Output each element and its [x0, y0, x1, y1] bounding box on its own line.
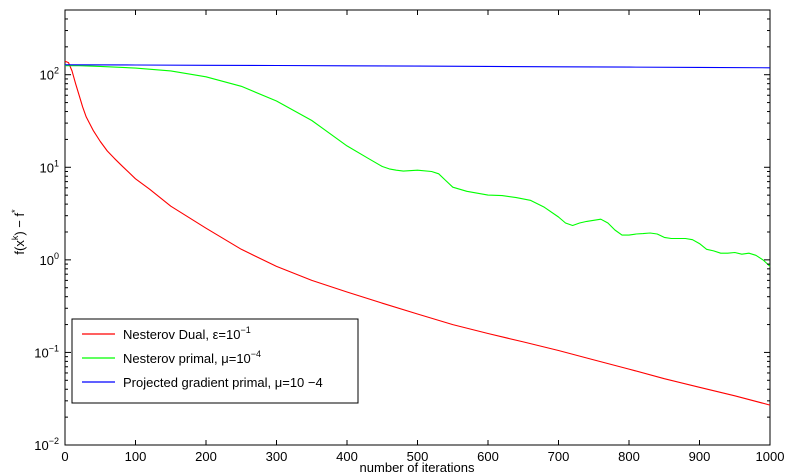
x-tick-label: 200 — [195, 449, 217, 464]
y-tick-label: 10−1 — [34, 343, 59, 360]
series-layer — [64, 60, 771, 406]
legend: Nesterov Dual, ε=10−1 Nesterov primal, μ=… — [71, 318, 359, 404]
legend-entry-label: Nesterov primal, μ=10−4 — [123, 349, 261, 366]
x-tick-label: 700 — [548, 449, 570, 464]
legend-box — [71, 318, 359, 404]
x-tick-label: 300 — [266, 449, 288, 464]
legend-entry-label: Nesterov Dual, ε=10−1 — [123, 325, 251, 342]
x-tick-label: 0 — [61, 449, 68, 464]
legend-entry-label: Projected gradient primal, μ=10 −4 — [123, 375, 323, 390]
y-tick-label: 100 — [40, 251, 59, 268]
y-axis-label-star: * — [10, 209, 20, 213]
y-axis-label-mid: ) − f — [12, 213, 27, 236]
y-axis-label-k: k — [10, 235, 20, 240]
x-tick-label: 800 — [618, 449, 640, 464]
x-axis-ticks: 0 100 200 300 400 500 600 700 800 900 1000 — [61, 10, 784, 464]
y-axis-label-lead: f(x — [12, 240, 27, 255]
x-tick-label: 600 — [477, 449, 499, 464]
y-axis-label: f(xk) − f* — [10, 209, 27, 255]
y-axis-ticks: 10−2 10−1 100 101 102 — [34, 9, 770, 453]
y-tick-label: 102 — [40, 66, 59, 83]
x-axis-label: number of iterations — [360, 460, 475, 475]
x-tick-label: 500 — [407, 449, 429, 464]
series-line-projected-gradient-primal — [64, 64, 771, 69]
series-line-nesterov-dual — [64, 60, 771, 406]
x-tick-label: 900 — [689, 449, 711, 464]
series-line-nesterov-primal — [65, 65, 771, 267]
x-tick-label: 100 — [125, 449, 147, 464]
x-tick-label: 400 — [336, 449, 358, 464]
y-tick-label: 10−2 — [34, 436, 59, 453]
x-tick-label: 1000 — [756, 449, 785, 464]
y-tick-label: 101 — [40, 158, 59, 175]
